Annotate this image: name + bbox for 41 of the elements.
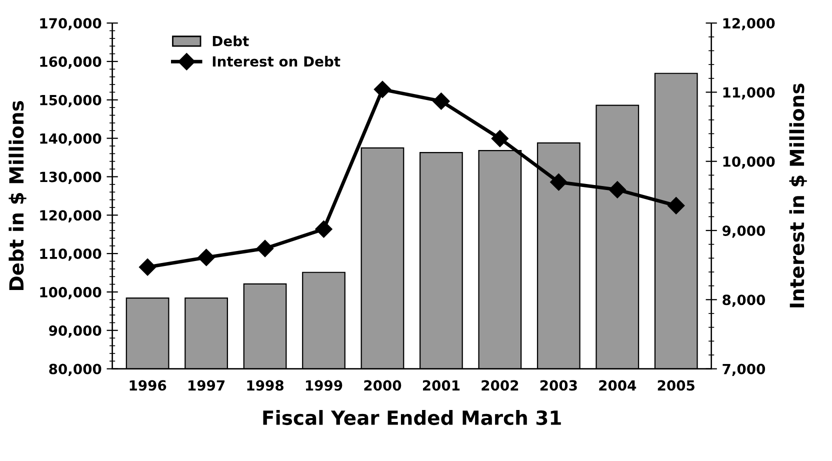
legend-label: Debt [212, 36, 249, 46]
y2-tick-label: 12,000 [723, 18, 775, 30]
x-tick-label: 2001 [422, 380, 460, 391]
y-tick-label: 110,000 [40, 248, 102, 261]
point [550, 174, 568, 191]
y-tick-label: 120,000 [40, 210, 102, 222]
y-tick-label: 160,000 [40, 56, 102, 69]
y2-axis-title: Interest in $ Millions [789, 84, 807, 308]
y-tick-label: 150,000 [40, 94, 102, 108]
x-tick-label: 1998 [247, 380, 284, 391]
x-tick-label: 2003 [540, 380, 577, 391]
x-tick-label: 1999 [306, 380, 342, 391]
x-axis-title: Fiscal Year Ended March 31 [263, 410, 561, 426]
x-tick-label: 2002 [482, 380, 518, 391]
y2-tick-label: 9,000 [722, 225, 766, 238]
y-tick-label: 80,000 [49, 364, 102, 376]
legend-label: Interest on Debt [212, 56, 340, 67]
point [432, 92, 450, 110]
y-tick-label: 170,000 [40, 18, 102, 30]
point [315, 220, 332, 238]
point [668, 197, 685, 214]
point [374, 80, 392, 98]
point [198, 248, 215, 266]
x-tick-label: 2005 [658, 380, 694, 391]
point [608, 181, 626, 198]
x-tick-label: 1997 [188, 380, 225, 391]
y2-tick-label: 8,000 [722, 294, 766, 307]
y-tick-label: 100,000 [40, 286, 102, 300]
y-tick-label: 130,000 [40, 172, 102, 184]
point [256, 240, 274, 258]
point [491, 130, 508, 148]
x-tick-label: 2004 [599, 380, 636, 391]
y-axis-title: Debt in $ Millions [8, 101, 26, 290]
x-tick-label: 2000 [364, 380, 402, 391]
y-tick-label: 140,000 [40, 133, 102, 146]
x-tick-label: 1996 [130, 380, 166, 391]
y2-tick-label: 10,000 [723, 156, 775, 169]
y-tick-label: 90,000 [49, 325, 102, 338]
y2-tick-label: 11,000 [723, 87, 775, 100]
point [139, 258, 156, 276]
y2-tick-label: 7,000 [722, 364, 766, 376]
